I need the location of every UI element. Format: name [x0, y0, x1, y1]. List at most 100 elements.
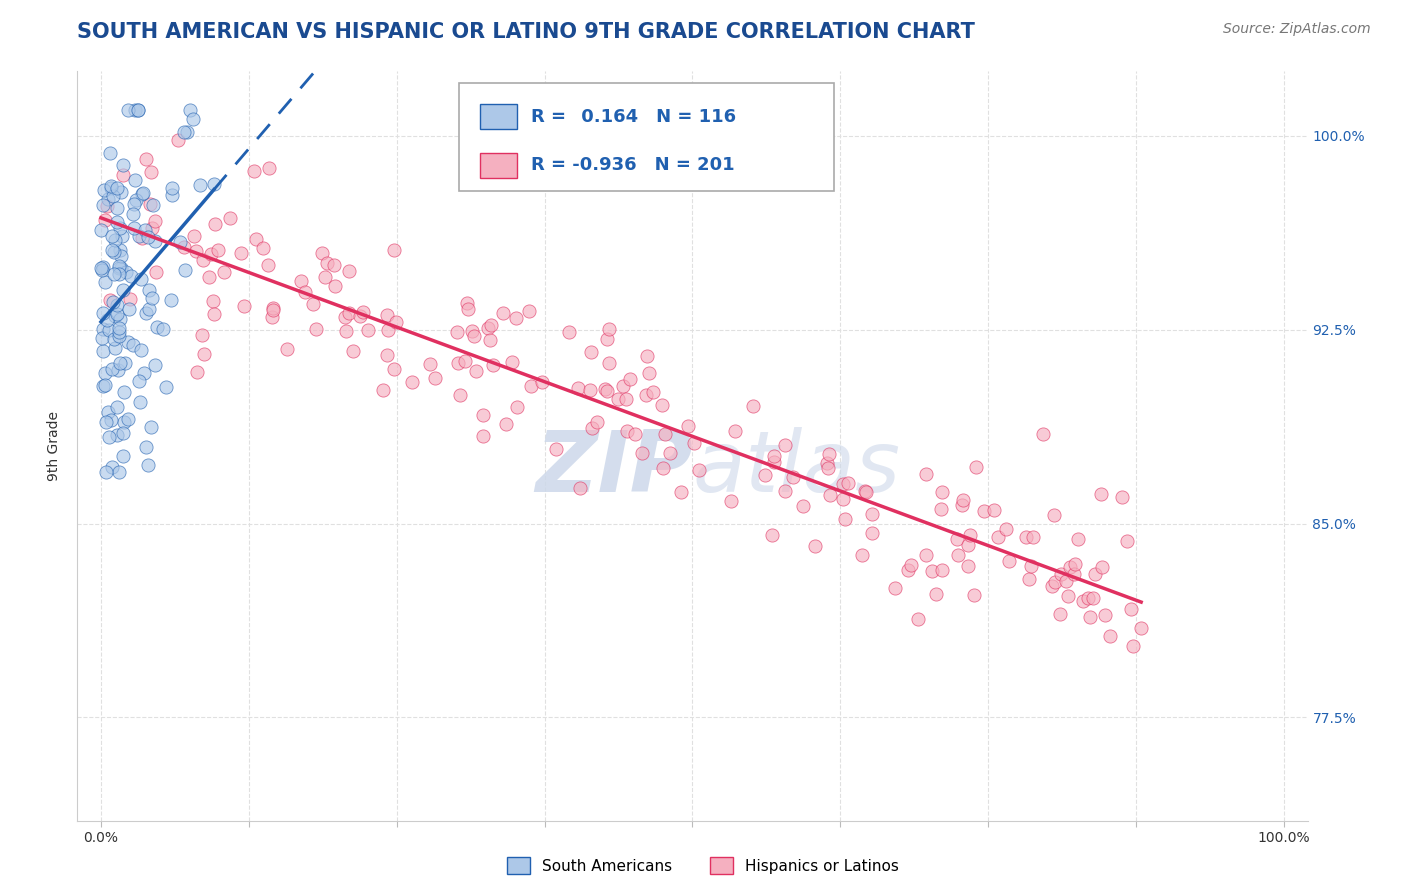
Point: [965, 460, 987, 475]
Point: [651, 461, 673, 475]
Point: [724, 424, 747, 438]
Point: [111, 283, 134, 297]
Point: [915, 467, 938, 481]
Point: [1015, 530, 1038, 544]
Point: [1080, 610, 1102, 624]
Point: [446, 325, 468, 339]
Point: [105, 400, 128, 414]
Point: [112, 415, 135, 429]
Point: [1040, 579, 1063, 593]
Point: [111, 157, 134, 171]
Point: [96, 198, 118, 212]
Point: [946, 533, 969, 547]
Point: [108, 465, 131, 479]
Point: [337, 263, 360, 277]
Point: [884, 581, 907, 595]
Point: [138, 284, 160, 298]
Point: [598, 355, 620, 369]
Point: [115, 265, 138, 279]
Point: [1077, 591, 1099, 606]
Point: [108, 221, 131, 235]
Point: [449, 387, 471, 401]
Point: [457, 302, 479, 317]
Point: [1094, 607, 1116, 622]
Point: [120, 292, 142, 306]
Point: [260, 310, 283, 325]
Point: [1019, 559, 1042, 574]
Point: [1032, 427, 1054, 442]
Point: [495, 417, 517, 432]
Point: [579, 345, 602, 359]
Point: [107, 181, 129, 195]
Point: [108, 260, 131, 274]
Point: [472, 408, 495, 422]
Point: [637, 366, 659, 380]
Point: [983, 503, 1005, 517]
Point: [179, 103, 201, 117]
Point: [375, 308, 398, 322]
Point: [1099, 629, 1122, 643]
Point: [342, 343, 364, 358]
Point: [104, 341, 127, 355]
Point: [108, 243, 131, 257]
Point: [305, 322, 328, 336]
Point: [107, 260, 129, 275]
Point: [100, 413, 122, 427]
Point: [141, 291, 163, 305]
Point: [831, 492, 853, 507]
Point: [110, 185, 132, 199]
Point: [1018, 572, 1040, 586]
Point: [201, 293, 224, 308]
Point: [453, 354, 475, 368]
Legend: South Americans, Hispanics or Latinos: South Americans, Hispanics or Latinos: [501, 851, 905, 880]
Point: [91, 260, 114, 274]
Point: [134, 366, 156, 380]
Point: [91, 379, 114, 393]
Point: [128, 374, 150, 388]
Point: [129, 272, 152, 286]
Point: [333, 310, 356, 325]
Point: [314, 270, 336, 285]
Point: [94, 275, 117, 289]
Point: [581, 421, 603, 435]
Point: [651, 398, 673, 412]
Point: [188, 178, 211, 192]
Point: [683, 436, 706, 450]
Point: [145, 358, 167, 372]
Point: [186, 365, 208, 379]
Point: [931, 563, 953, 577]
Point: [103, 294, 125, 309]
Point: [385, 316, 408, 330]
Point: [377, 323, 399, 337]
Text: Source: ZipAtlas.com: Source: ZipAtlas.com: [1223, 22, 1371, 37]
Text: ZIP: ZIP: [534, 427, 693, 510]
Point: [96, 415, 118, 429]
Point: [761, 528, 783, 542]
Point: [851, 548, 873, 562]
Point: [112, 168, 135, 182]
Point: [117, 103, 139, 117]
Point: [90, 260, 112, 275]
Point: [1111, 491, 1133, 505]
Point: [124, 172, 146, 186]
Point: [174, 263, 197, 277]
Point: [818, 488, 841, 502]
Point: [262, 301, 284, 315]
Point: [792, 499, 814, 513]
Point: [127, 103, 149, 117]
FancyBboxPatch shape: [479, 104, 516, 129]
Point: [155, 380, 177, 394]
Text: R = -0.936  N = 201: R = -0.936 N = 201: [531, 156, 735, 174]
Point: [419, 357, 441, 371]
Point: [103, 245, 125, 260]
Point: [1057, 590, 1080, 604]
Point: [619, 371, 641, 385]
Point: [202, 177, 225, 191]
Point: [1090, 487, 1112, 501]
Y-axis label: 9th Grade: 9th Grade: [48, 411, 62, 481]
Point: [200, 247, 222, 261]
Point: [108, 356, 131, 370]
Point: [959, 528, 981, 542]
Point: [506, 400, 529, 414]
Point: [349, 309, 371, 323]
